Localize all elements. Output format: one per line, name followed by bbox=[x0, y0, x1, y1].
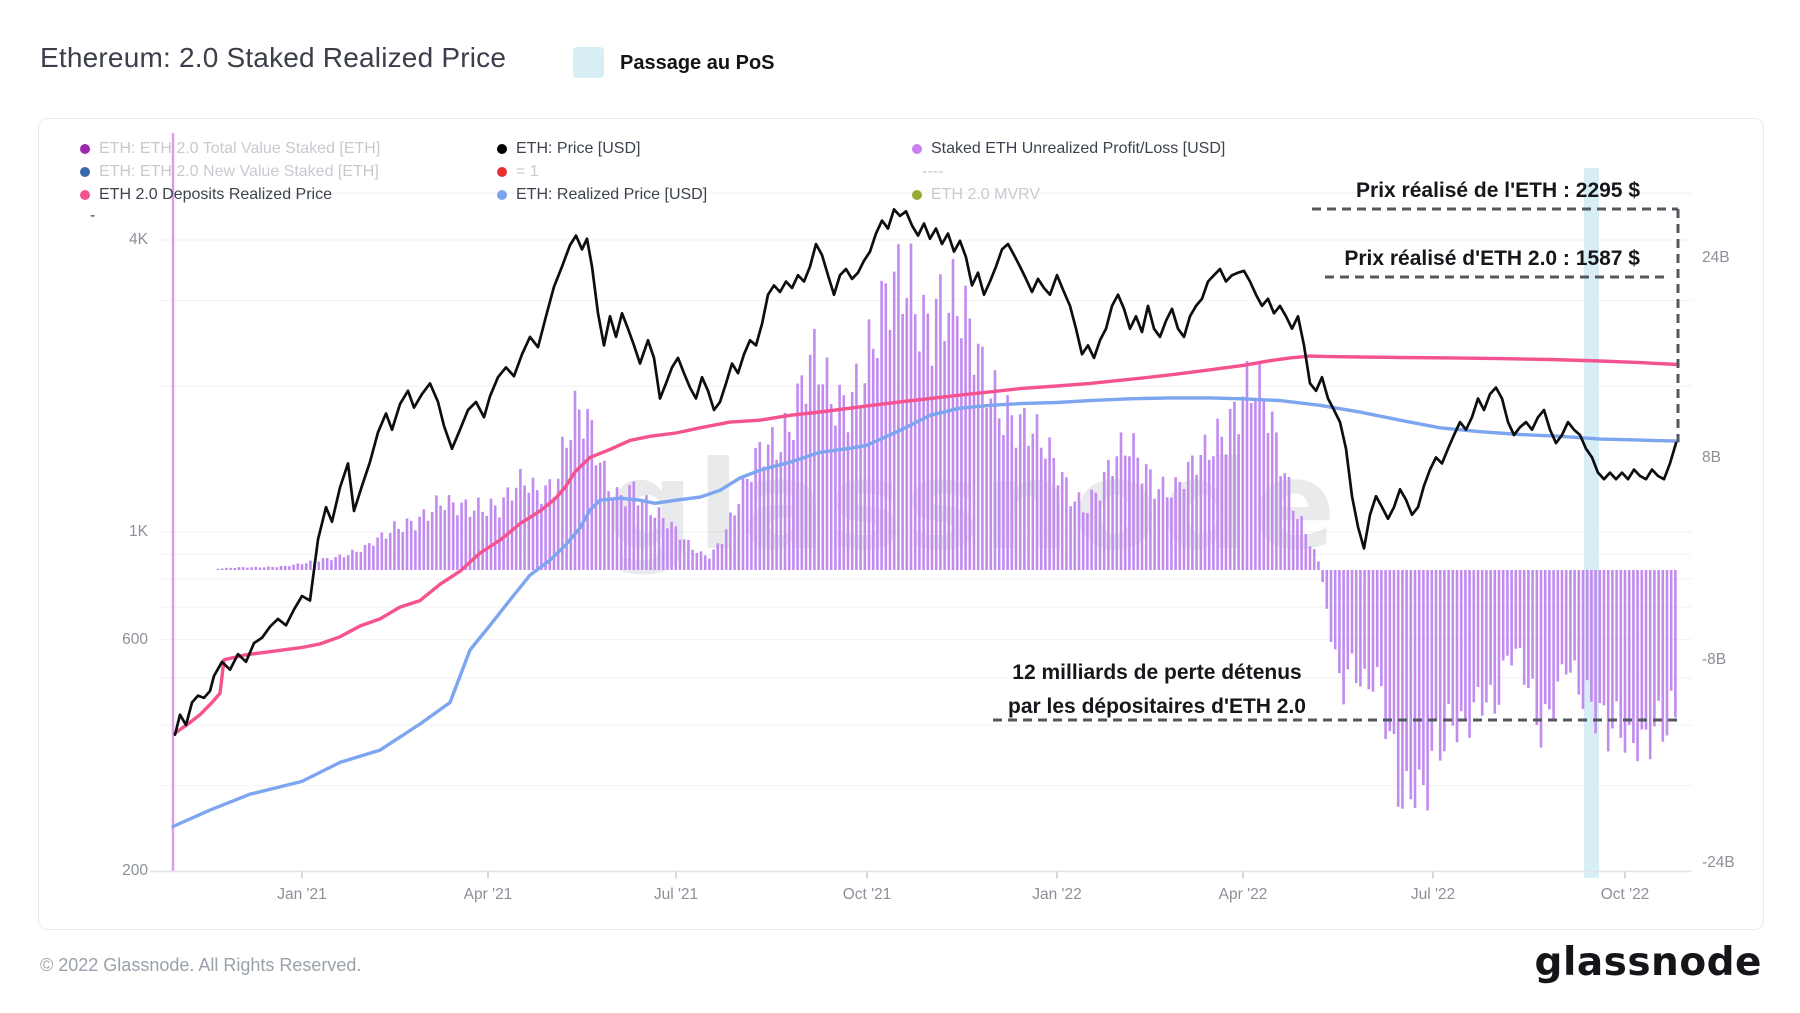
annotation-unrealized-loss-line2: par les dépositaires d'ETH 2.0 bbox=[1008, 695, 1306, 718]
x-axis-tick: Apr '21 bbox=[463, 886, 513, 903]
glassnode-logo: glassnode bbox=[1534, 940, 1762, 985]
legend-series-label: ETH 2.0 MVRV bbox=[931, 186, 1041, 203]
legend-series-dot bbox=[80, 167, 90, 177]
legend-series-label: ETH 2.0 Deposits Realized Price bbox=[99, 186, 332, 203]
y-axis-right-tick: -8B bbox=[1702, 651, 1727, 668]
legend-item[interactable]: ETH: Price [USD] bbox=[497, 139, 640, 159]
legend-series-dot bbox=[80, 190, 90, 200]
legend-item[interactable]: - bbox=[80, 206, 95, 226]
legend-item[interactable]: ETH: ETH 2.0 New Value Staked [ETH] bbox=[80, 162, 379, 182]
legend-item[interactable]: ETH: ETH 2.0 Total Value Staked [ETH] bbox=[80, 139, 380, 159]
x-axis-tick: Apr '22 bbox=[1218, 886, 1268, 903]
y-axis-left-tick: 4K bbox=[129, 231, 148, 248]
legend-item[interactable]: = 1 bbox=[497, 162, 539, 182]
y-axis-left-tick: 1K bbox=[129, 523, 148, 540]
x-axis-tick: Jul '21 bbox=[653, 886, 699, 903]
pos-band-swatch bbox=[573, 47, 604, 78]
legend-series-dot bbox=[912, 190, 922, 200]
legend-series-dot bbox=[912, 167, 913, 177]
x-axis-tick: Jan '22 bbox=[1032, 886, 1082, 903]
x-axis-tick: Jul '22 bbox=[1410, 886, 1456, 903]
legend-series-dot bbox=[80, 211, 81, 221]
legend-series-label: ETH: Realized Price [USD] bbox=[516, 186, 708, 203]
legend-series-dot bbox=[912, 144, 922, 154]
legend-series-label: - bbox=[90, 207, 96, 224]
legend-item[interactable]: Staked ETH Unrealized Profit/Loss [USD] bbox=[912, 139, 1225, 159]
x-axis-tick: Jan '21 bbox=[277, 886, 327, 903]
chart-card bbox=[38, 118, 1764, 930]
legend-series-label: ---- bbox=[922, 163, 944, 180]
legend-series-dot bbox=[497, 144, 507, 154]
legend-item[interactable]: ETH: Realized Price [USD] bbox=[497, 185, 707, 205]
legend-item[interactable]: ---- bbox=[912, 162, 943, 182]
legend-series-dot bbox=[80, 144, 90, 154]
y-axis-right-tick: -24B bbox=[1702, 854, 1735, 871]
legend-item[interactable]: ETH 2.0 MVRV bbox=[912, 185, 1040, 205]
annotation-eth2-realized-price: Prix réalisé d'ETH 2.0 : 1587 $ bbox=[1344, 247, 1640, 270]
annotation-eth-realized-price: Prix réalisé de l'ETH : 2295 $ bbox=[1356, 179, 1640, 202]
footer-copyright: © 2022 Glassnode. All Rights Reserved. bbox=[40, 955, 362, 975]
legend-series-label: ETH: Price [USD] bbox=[516, 140, 641, 157]
legend-series-dot bbox=[497, 190, 507, 200]
y-axis-right-tick: 8B bbox=[1702, 449, 1721, 466]
legend-series-label: = 1 bbox=[516, 163, 539, 180]
x-axis-tick: Oct '21 bbox=[842, 886, 892, 903]
legend-series-label: Staked ETH Unrealized Profit/Loss [USD] bbox=[931, 140, 1226, 157]
pos-band-label: Passage au PoS bbox=[620, 52, 775, 74]
annotation-unrealized-loss-line1: 12 milliards de perte détenus bbox=[1012, 661, 1302, 684]
legend-item[interactable]: ETH 2.0 Deposits Realized Price bbox=[80, 185, 332, 205]
y-axis-right-tick: 24B bbox=[1702, 249, 1730, 266]
x-axis-tick: Oct '22 bbox=[1600, 886, 1650, 903]
annotation-unrealized-loss: 12 milliards de perte détenus par les dé… bbox=[993, 656, 1321, 724]
y-axis-left-tick: 200 bbox=[122, 862, 148, 879]
page-title: Ethereum: 2.0 Staked Realized Price bbox=[40, 42, 507, 73]
y-axis-left-tick: 600 bbox=[122, 630, 148, 648]
legend-series-label: ETH: ETH 2.0 Total Value Staked [ETH] bbox=[99, 140, 381, 157]
legend-series-dot bbox=[497, 167, 507, 177]
legend-series-label: ETH: ETH 2.0 New Value Staked [ETH] bbox=[99, 163, 379, 180]
